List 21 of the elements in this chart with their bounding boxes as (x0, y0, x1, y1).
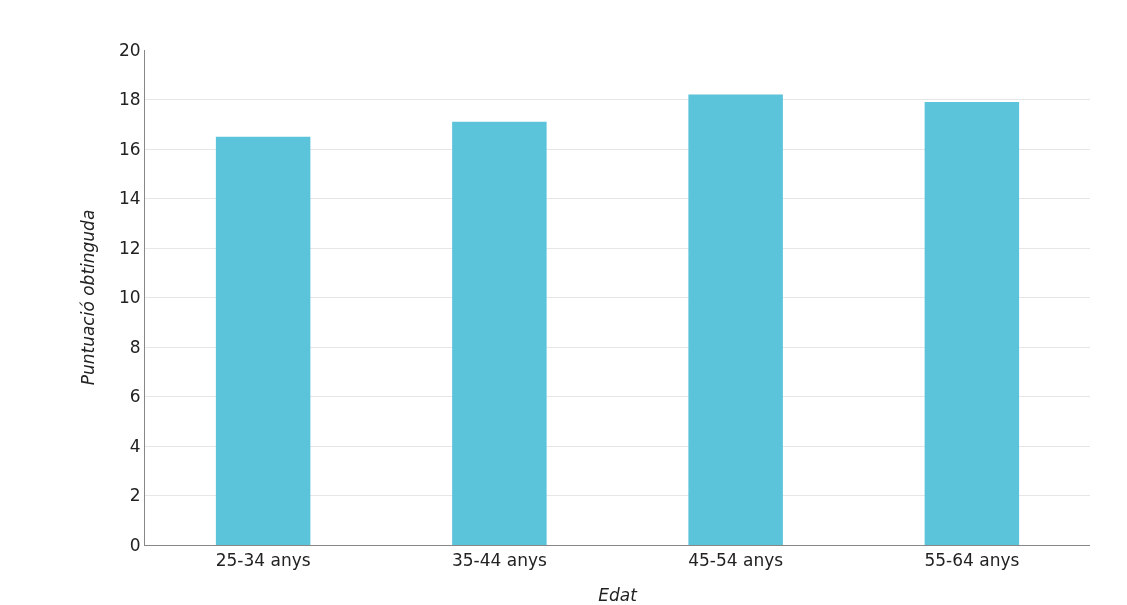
x-axis-title: Edat (598, 585, 639, 605)
x-tick-label: 35-44 anys (451, 550, 547, 571)
x-tick-label: 45-54 anys (688, 550, 784, 571)
y-tick-label: 12 (118, 237, 141, 258)
y-tick-label: 6 (129, 386, 141, 407)
y-tick-label: 8 (129, 336, 141, 357)
bar (215, 136, 311, 545)
x-tick-label: 55-64 anys (924, 550, 1020, 571)
y-tick-label: 2 (129, 485, 141, 506)
y-tick-label: 20 (118, 39, 141, 60)
y-tick-label: 14 (118, 188, 141, 209)
y-axis-title: Puntuació obtinguda (77, 209, 98, 386)
y-tick-label: 16 (118, 138, 141, 159)
y-tick-label: 4 (129, 435, 141, 456)
x-tick-label: 25-34 anys (215, 550, 311, 571)
bar (924, 101, 1020, 545)
y-tick-label: 18 (118, 89, 141, 110)
bar (452, 121, 547, 545)
y-tick-label: 0 (129, 534, 141, 555)
y-tick-label: 10 (118, 287, 141, 308)
bar (688, 94, 783, 545)
